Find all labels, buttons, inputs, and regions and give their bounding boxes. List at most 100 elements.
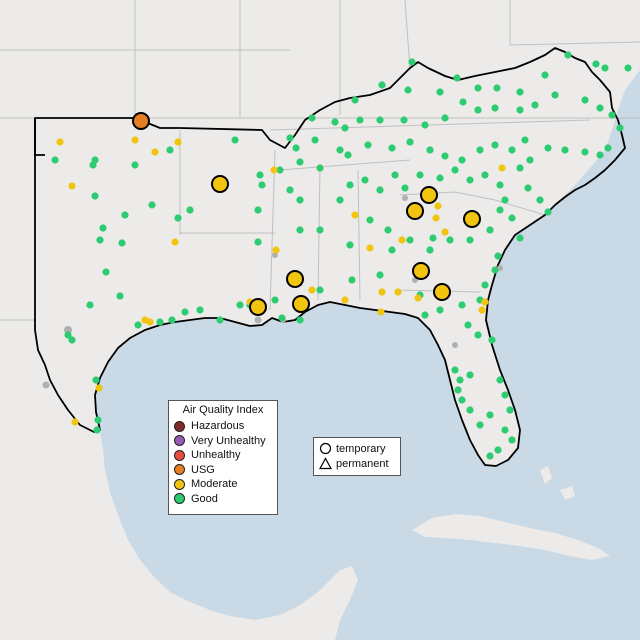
- good-monitor-marker[interactable]: [493, 84, 501, 92]
- good-monitor-marker[interactable]: [118, 239, 126, 247]
- good-monitor-marker[interactable]: [491, 266, 499, 274]
- good-monitor-marker[interactable]: [421, 121, 429, 129]
- good-monitor-marker[interactable]: [94, 416, 102, 424]
- good-monitor-marker[interactable]: [311, 136, 319, 144]
- moderate-temporary-monitor-marker[interactable]: [292, 295, 310, 313]
- good-monitor-marker[interactable]: [331, 118, 339, 126]
- good-monitor-marker[interactable]: [436, 306, 444, 314]
- moderate-monitor-marker[interactable]: [270, 166, 278, 174]
- moderate-monitor-marker[interactable]: [171, 238, 179, 246]
- good-monitor-marker[interactable]: [508, 146, 516, 154]
- good-monitor-marker[interactable]: [608, 111, 616, 119]
- good-monitor-marker[interactable]: [156, 318, 164, 326]
- moderate-monitor-marker[interactable]: [378, 288, 386, 296]
- good-monitor-marker[interactable]: [366, 216, 374, 224]
- good-monitor-marker[interactable]: [296, 316, 304, 324]
- good-monitor-marker[interactable]: [501, 426, 509, 434]
- good-monitor-marker[interactable]: [102, 268, 110, 276]
- good-monitor-marker[interactable]: [541, 71, 549, 79]
- good-monitor-marker[interactable]: [476, 421, 484, 429]
- good-monitor-marker[interactable]: [516, 234, 524, 242]
- good-monitor-marker[interactable]: [286, 134, 294, 142]
- good-monitor-marker[interactable]: [491, 104, 499, 112]
- good-monitor-marker[interactable]: [336, 196, 344, 204]
- good-monitor-marker[interactable]: [451, 166, 459, 174]
- moderate-monitor-marker[interactable]: [56, 138, 64, 146]
- moderate-temporary-monitor-marker[interactable]: [463, 210, 481, 228]
- good-monitor-marker[interactable]: [581, 96, 589, 104]
- good-monitor-marker[interactable]: [99, 224, 107, 232]
- good-monitor-marker[interactable]: [596, 104, 604, 112]
- good-monitor-marker[interactable]: [466, 371, 474, 379]
- moderate-monitor-marker[interactable]: [377, 308, 385, 316]
- moderate-temporary-monitor-marker[interactable]: [433, 283, 451, 301]
- moderate-monitor-marker[interactable]: [394, 288, 402, 296]
- good-monitor-marker[interactable]: [134, 321, 142, 329]
- good-monitor-marker[interactable]: [116, 292, 124, 300]
- good-monitor-marker[interactable]: [516, 88, 524, 96]
- good-monitor-marker[interactable]: [361, 176, 369, 184]
- moderate-temporary-monitor-marker[interactable]: [406, 202, 424, 220]
- good-monitor-marker[interactable]: [296, 158, 304, 166]
- good-monitor-marker[interactable]: [526, 156, 534, 164]
- moderate-monitor-marker[interactable]: [71, 418, 79, 426]
- good-monitor-marker[interactable]: [406, 138, 414, 146]
- good-monitor-marker[interactable]: [458, 156, 466, 164]
- good-monitor-marker[interactable]: [316, 286, 324, 294]
- moderate-monitor-marker[interactable]: [308, 286, 316, 294]
- good-monitor-marker[interactable]: [456, 376, 464, 384]
- good-monitor-marker[interactable]: [486, 452, 494, 460]
- good-monitor-marker[interactable]: [86, 301, 94, 309]
- good-monitor-marker[interactable]: [336, 146, 344, 154]
- good-monitor-marker[interactable]: [564, 51, 572, 59]
- good-monitor-marker[interactable]: [426, 146, 434, 154]
- good-monitor-marker[interactable]: [481, 171, 489, 179]
- good-monitor-marker[interactable]: [378, 81, 386, 89]
- good-monitor-marker[interactable]: [426, 246, 434, 254]
- good-monitor-marker[interactable]: [616, 124, 624, 132]
- good-monitor-marker[interactable]: [256, 171, 264, 179]
- good-monitor-marker[interactable]: [464, 321, 472, 329]
- good-monitor-marker[interactable]: [466, 406, 474, 414]
- good-monitor-marker[interactable]: [376, 116, 384, 124]
- good-monitor-marker[interactable]: [406, 236, 414, 244]
- good-monitor-marker[interactable]: [292, 144, 300, 152]
- good-monitor-marker[interactable]: [506, 406, 514, 414]
- moderate-monitor-marker[interactable]: [68, 182, 76, 190]
- good-monitor-marker[interactable]: [486, 226, 494, 234]
- moderate-monitor-marker[interactable]: [95, 384, 103, 392]
- good-monitor-marker[interactable]: [51, 156, 59, 164]
- good-monitor-marker[interactable]: [436, 174, 444, 182]
- good-monitor-marker[interactable]: [416, 171, 424, 179]
- good-monitor-marker[interactable]: [308, 114, 316, 122]
- good-monitor-marker[interactable]: [446, 236, 454, 244]
- good-monitor-marker[interactable]: [544, 144, 552, 152]
- good-monitor-marker[interactable]: [254, 206, 262, 214]
- moderate-temporary-monitor-marker[interactable]: [286, 270, 304, 288]
- good-monitor-marker[interactable]: [348, 276, 356, 284]
- good-monitor-marker[interactable]: [351, 96, 359, 104]
- good-monitor-marker[interactable]: [376, 186, 384, 194]
- moderate-monitor-marker[interactable]: [398, 236, 406, 244]
- good-monitor-marker[interactable]: [64, 331, 72, 339]
- good-monitor-marker[interactable]: [451, 366, 459, 374]
- good-monitor-marker[interactable]: [551, 91, 559, 99]
- good-monitor-marker[interactable]: [604, 144, 612, 152]
- moderate-monitor-marker[interactable]: [174, 138, 182, 146]
- good-monitor-marker[interactable]: [231, 136, 239, 144]
- good-monitor-marker[interactable]: [496, 376, 504, 384]
- moderate-temporary-monitor-marker[interactable]: [412, 262, 430, 280]
- moderate-monitor-marker[interactable]: [351, 211, 359, 219]
- good-monitor-marker[interactable]: [278, 314, 286, 322]
- good-monitor-marker[interactable]: [271, 296, 279, 304]
- good-monitor-marker[interactable]: [501, 391, 509, 399]
- moderate-monitor-marker[interactable]: [498, 164, 506, 172]
- good-monitor-marker[interactable]: [296, 226, 304, 234]
- good-monitor-marker[interactable]: [148, 201, 156, 209]
- usg-temporary-monitor-marker[interactable]: [132, 112, 150, 130]
- good-monitor-marker[interactable]: [316, 226, 324, 234]
- good-monitor-marker[interactable]: [276, 166, 284, 174]
- moderate-monitor-marker[interactable]: [272, 246, 280, 254]
- good-monitor-marker[interactable]: [494, 252, 502, 260]
